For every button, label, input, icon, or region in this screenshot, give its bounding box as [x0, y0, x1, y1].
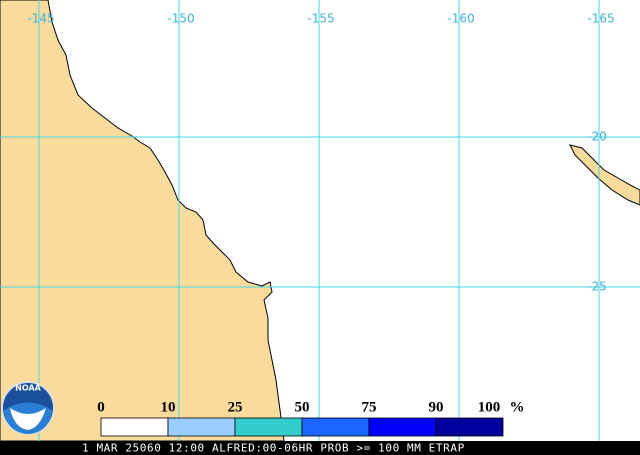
- longitude-label: -145: [27, 12, 54, 26]
- legend-tick-label: 75: [362, 399, 377, 415]
- caption-bar: [0, 441, 640, 455]
- longitude-label: -150: [167, 12, 194, 26]
- longitude-label: -165: [587, 12, 614, 26]
- legend-swatch: [435, 417, 504, 437]
- legend-unit: %: [510, 399, 525, 415]
- latitude-label: -20: [587, 130, 607, 144]
- longitude-label: -155: [307, 12, 334, 26]
- land: [0, 0, 285, 442]
- island: [569, 144, 640, 206]
- legend-swatch: [167, 417, 236, 437]
- legend-tick-label: 25: [228, 399, 243, 415]
- legend-tick-label: 100: [478, 399, 501, 415]
- caption: 1 MAR 25060 12:00 ALFRED:00-06HR PROB >=…: [82, 442, 465, 455]
- legend-swatch: [100, 417, 169, 437]
- legend-tick-label: 10: [161, 399, 176, 415]
- noaa-logo: NOAA: [1, 381, 55, 435]
- logo-text: NOAA: [15, 384, 41, 393]
- latitude-label: -25: [587, 280, 607, 294]
- legend-tick-label: 50: [295, 399, 310, 415]
- legend-tick-label: 90: [429, 399, 444, 415]
- legend-swatch: [301, 417, 370, 437]
- legend-tick-label: 0: [97, 399, 105, 415]
- legend-swatch: [368, 417, 437, 437]
- longitude-label: -160: [447, 12, 474, 26]
- legend-swatch: [234, 417, 303, 437]
